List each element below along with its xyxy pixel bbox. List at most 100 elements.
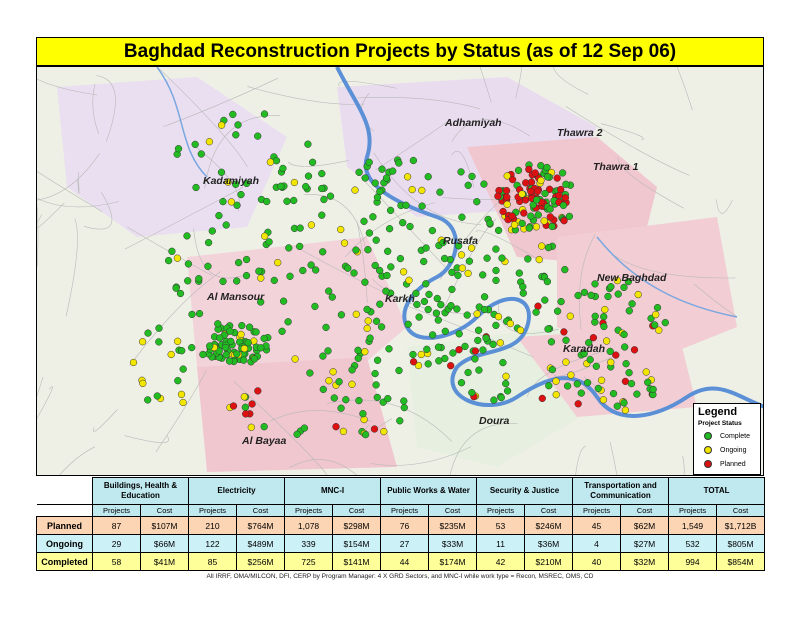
project-dot-complete (215, 347, 223, 355)
road (193, 228, 243, 279)
project-dot-complete (279, 297, 288, 305)
project-dot-ongoing (503, 200, 511, 209)
project-dot-complete (206, 342, 214, 350)
subheader-cost: Cost (716, 504, 766, 517)
cell-projects: 725 (284, 552, 334, 571)
project-dot-complete (409, 156, 418, 165)
cell-projects: 210 (188, 516, 238, 535)
project-dot-complete (492, 321, 500, 330)
road (575, 445, 586, 475)
project-dot-ongoing (537, 176, 545, 185)
project-dot-complete (319, 385, 327, 394)
project-dot-complete (184, 277, 192, 285)
project-dot-complete (387, 263, 395, 271)
project-dot-complete (348, 366, 356, 374)
project-dot-complete (544, 243, 553, 252)
project-dot-complete (413, 300, 421, 309)
subheader-projects: Projects (476, 504, 526, 517)
project-dot-complete (234, 258, 243, 267)
cell-projects: 994 (668, 552, 718, 571)
project-dot-ongoing (464, 269, 472, 278)
project-dot-complete (188, 343, 196, 352)
project-dot-complete (272, 157, 281, 165)
project-dot-complete (447, 302, 455, 310)
project-summary-table: Buildings, Health & Education Electricit… (36, 477, 766, 571)
cell-cost: $1,712B (716, 516, 766, 535)
cell-cost: $246M (524, 516, 574, 535)
cell-projects: 27 (380, 534, 430, 553)
project-dot-complete (454, 271, 462, 280)
project-dot-complete (355, 396, 363, 405)
map-title: Baghdad Reconstruction Projects by Statu… (36, 37, 764, 66)
cell-cost: $33M (428, 534, 478, 553)
project-dot-planned (229, 402, 238, 410)
road (37, 386, 53, 419)
project-dot-complete (144, 329, 152, 337)
cell-cost: $154M (332, 534, 382, 553)
project-dot-complete (524, 255, 532, 263)
road (600, 123, 644, 141)
project-dot-ongoing (457, 251, 466, 259)
project-dot-complete (468, 172, 476, 181)
project-dot-ongoing (205, 138, 214, 146)
legend-dot-ongoing (704, 446, 712, 454)
project-dot-complete (396, 417, 404, 425)
project-dot-planned (503, 193, 511, 201)
project-dot-complete (428, 226, 437, 235)
road (129, 271, 222, 366)
project-dot-complete (422, 280, 430, 288)
project-dot-complete (384, 394, 392, 403)
project-dot-complete (344, 264, 352, 272)
project-dot-complete (371, 369, 379, 378)
project-dot-planned (248, 400, 256, 408)
subheader-cost: Cost (620, 504, 670, 517)
project-dot-complete (486, 219, 494, 227)
cell-projects: 44 (380, 552, 430, 571)
table-row: Planned 87 $107M 210 $764M 1,078 $298M 76 $235M 5… (36, 516, 766, 535)
project-dot-complete (372, 381, 380, 389)
project-dot-planned (531, 169, 539, 177)
project-dot-complete (365, 158, 373, 166)
project-dot-complete (208, 227, 216, 235)
road (303, 194, 366, 248)
project-dot-complete (492, 276, 500, 285)
project-dot-planned (527, 187, 535, 195)
project-dot-ongoing (566, 312, 574, 320)
cell-cost: $32M (620, 552, 670, 571)
project-dot-complete (625, 307, 633, 315)
project-dot-complete (277, 182, 285, 190)
project-dot-complete (164, 256, 173, 265)
project-dot-planned (471, 347, 480, 355)
project-dot-complete (483, 254, 491, 262)
project-dot-ongoing (503, 172, 511, 180)
legend-dot-complete (704, 432, 712, 440)
project-dot-complete (457, 168, 465, 176)
project-dot-complete (369, 213, 377, 221)
road (155, 370, 207, 453)
project-dot-planned (545, 185, 554, 193)
legend-dot-planned (704, 460, 712, 468)
project-dot-complete (199, 350, 207, 359)
project-dot-complete (386, 206, 395, 215)
district-label-rusafa: Rusafa (443, 235, 479, 247)
project-dot-ongoing (179, 398, 187, 407)
table-header-category: Buildings, Health & Education (91, 477, 190, 505)
project-dot-complete (434, 316, 442, 324)
project-dot-complete (376, 266, 384, 275)
project-dot-complete (548, 365, 557, 374)
project-dot-complete (389, 167, 397, 175)
project-dot-ongoing (363, 324, 371, 333)
project-dot-complete (144, 396, 152, 404)
project-dot-complete (383, 271, 391, 280)
project-dot-complete (474, 326, 483, 334)
project-dot-complete (620, 399, 628, 407)
road (124, 186, 244, 250)
project-dot-complete (322, 323, 330, 332)
project-dot-ongoing (405, 276, 413, 284)
project-dot-complete (457, 379, 466, 387)
project-dot-planned (589, 334, 598, 342)
project-dot-complete (585, 339, 593, 347)
road (338, 81, 397, 89)
project-dot-complete (461, 342, 469, 351)
project-dot-complete (499, 358, 507, 367)
